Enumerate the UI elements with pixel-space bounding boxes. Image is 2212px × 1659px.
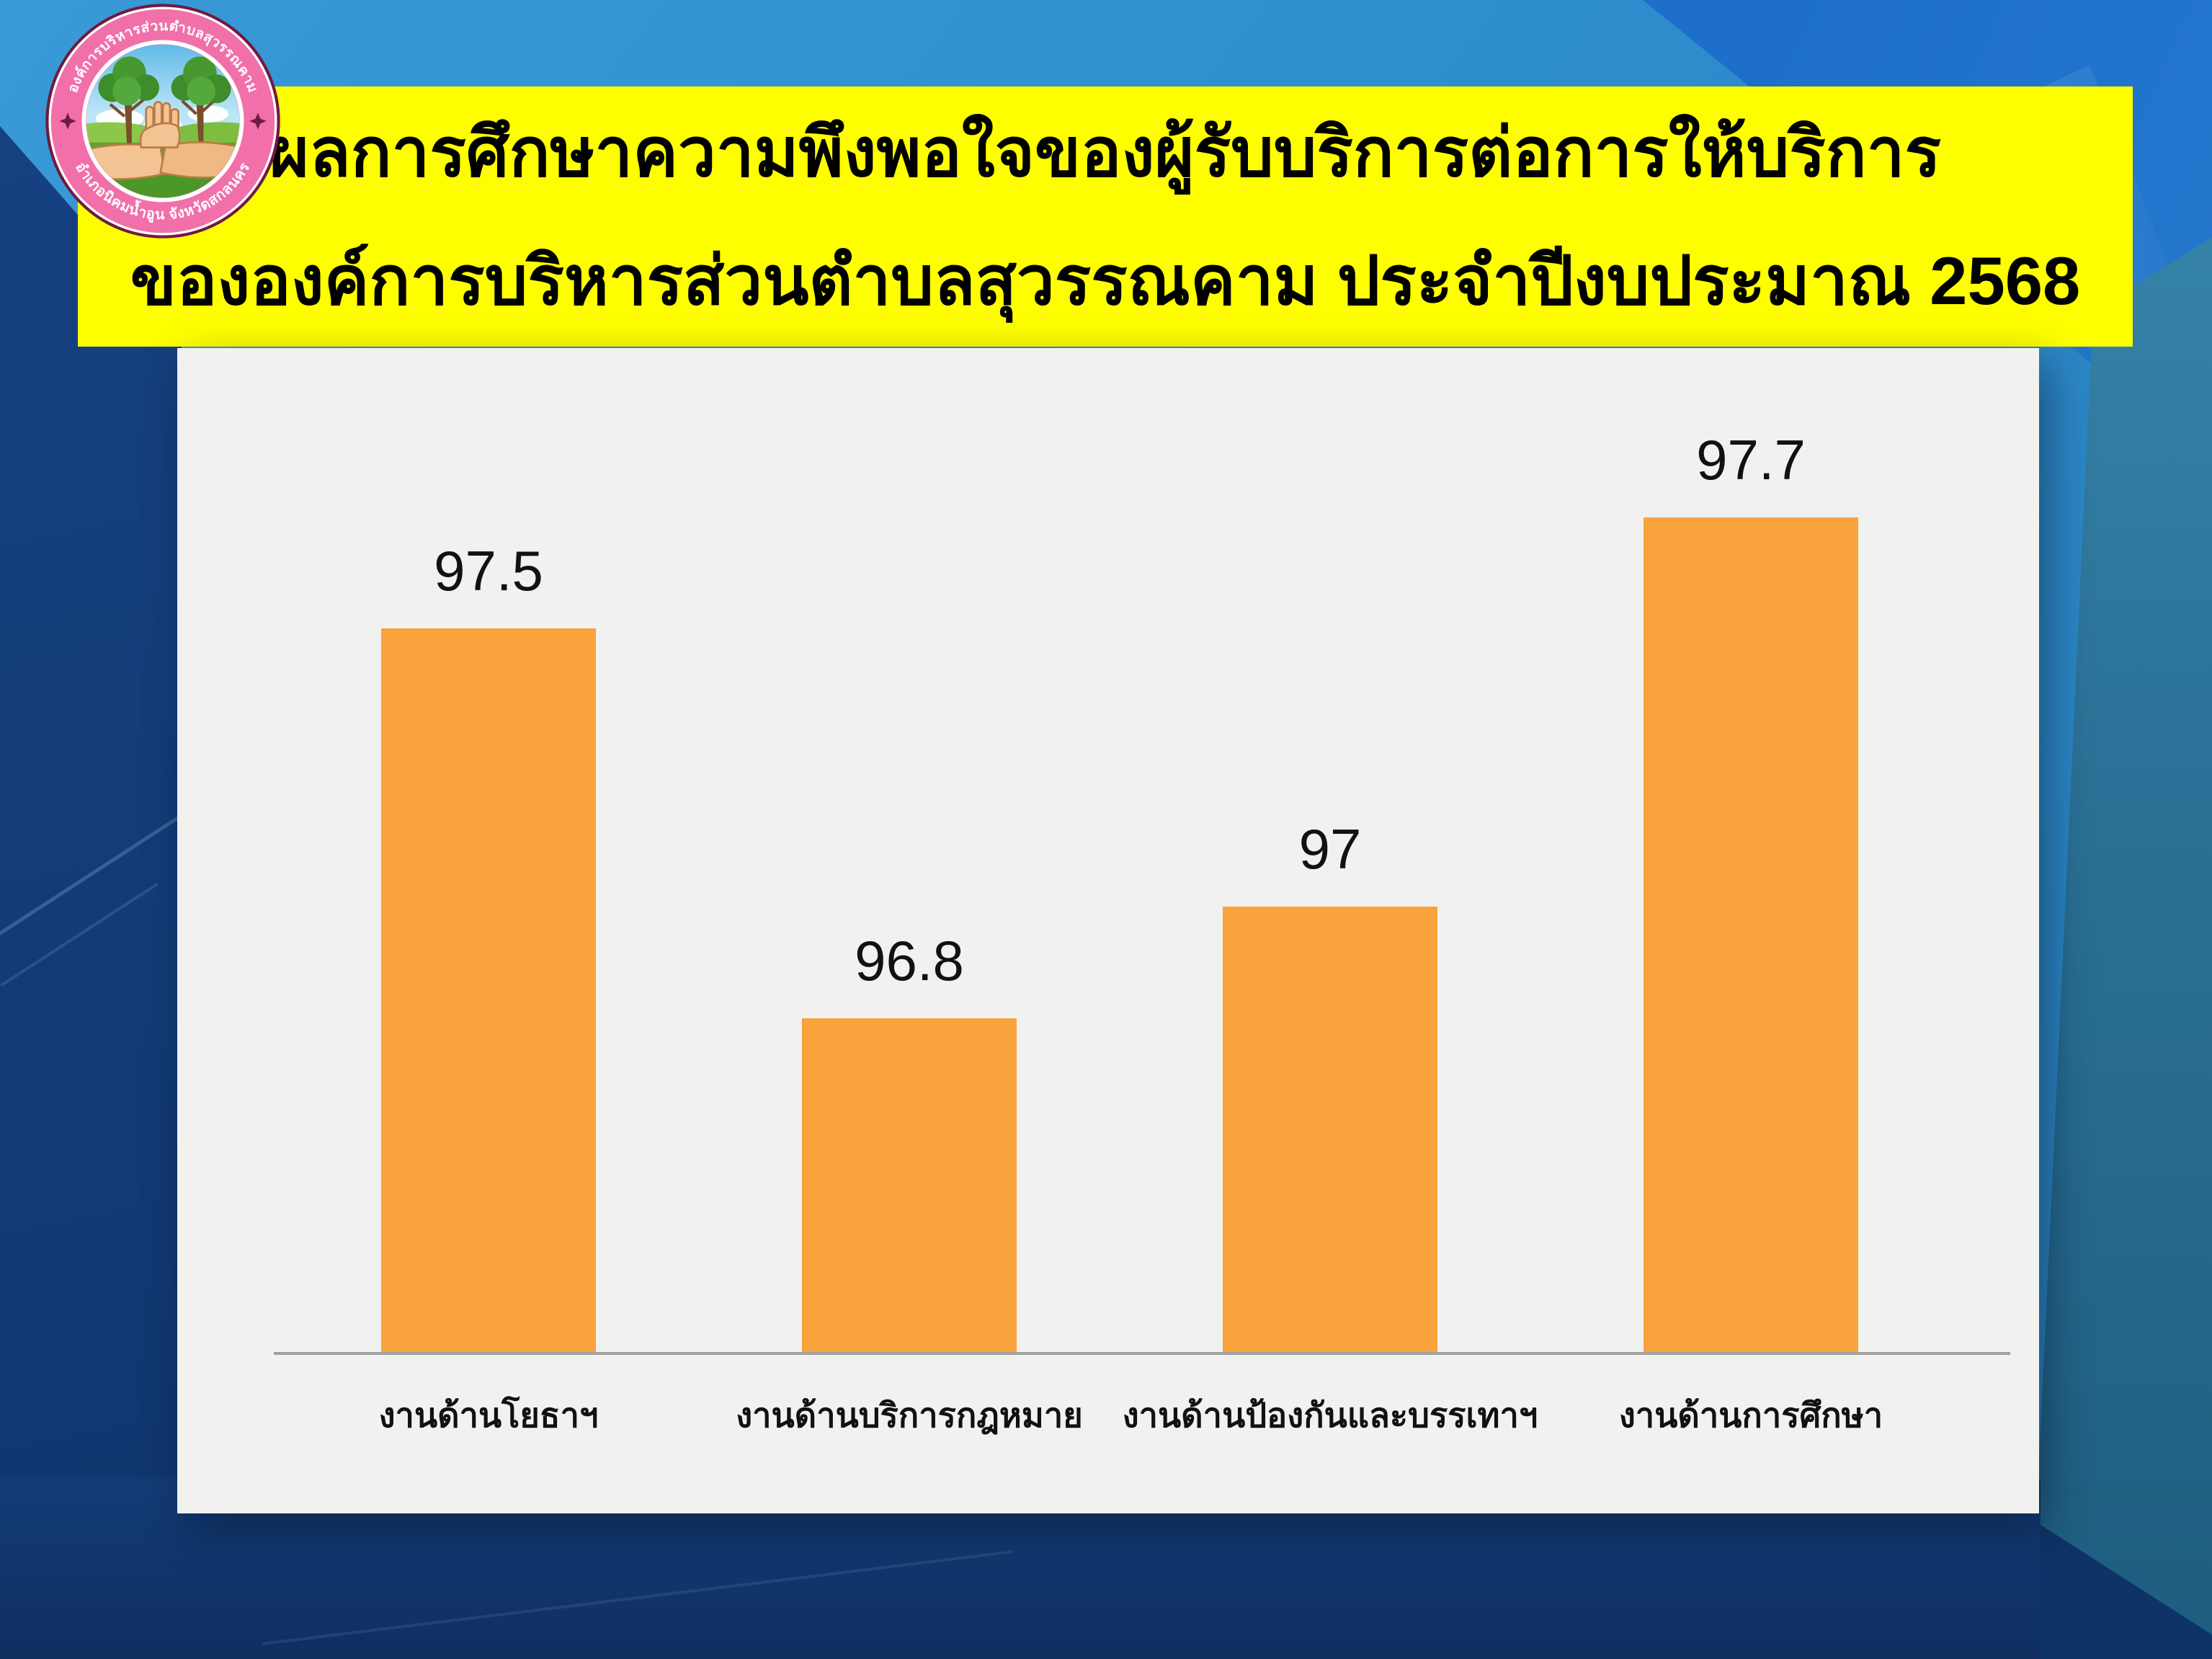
x-axis-line bbox=[274, 1352, 2010, 1355]
bar-category-label-3: งานด้านป้องกันและบรรเทาฯ bbox=[1122, 1396, 1538, 1434]
logo-svg: องค์การบริหารส่วนตำบลสุวรรณคาม อำเภอนิคม… bbox=[45, 4, 280, 239]
title-banner: ผลการศึกษาความพึงพอใจของผู้รับบริการต่อก… bbox=[78, 86, 2133, 347]
ring-flower-icon bbox=[59, 112, 267, 130]
bar-3 bbox=[1223, 907, 1437, 1352]
bar-value-label-1: 97.5 bbox=[434, 539, 543, 602]
logo-inner-white-ring bbox=[81, 40, 244, 203]
bar-category-label-1: งานด้านโยธาฯ bbox=[378, 1396, 599, 1434]
bar-value-label-4: 97.7 bbox=[1696, 428, 1806, 492]
title-line-1: ผลการศึกษาความพึงพอใจของผู้รับบริการต่อก… bbox=[269, 114, 1941, 190]
bar-1 bbox=[381, 628, 596, 1352]
title-line-2: ขององค์การบริหารส่วนตำบลสุวรรณคาม ประจำป… bbox=[130, 242, 2081, 319]
bar-category-label-2: งานด้านบริการกฎหมาย bbox=[736, 1396, 1083, 1434]
bar-value-label-2: 96.8 bbox=[855, 929, 964, 992]
municipal-seal-logo: องค์การบริหารส่วนตำบลสุวรรณคาม อำเภอนิคม… bbox=[43, 1, 282, 241]
bar-value-label-3: 97 bbox=[1298, 817, 1362, 881]
bar-category-label-4: งานด้านการศึกษา bbox=[1618, 1396, 1883, 1434]
chart-panel: 97.5 งานด้านโยธาฯ 96.8 งานด้านบริการกฎหมาย 9… bbox=[177, 348, 2039, 1513]
bar-4 bbox=[1644, 517, 1858, 1352]
bar-2 bbox=[802, 1018, 1017, 1352]
